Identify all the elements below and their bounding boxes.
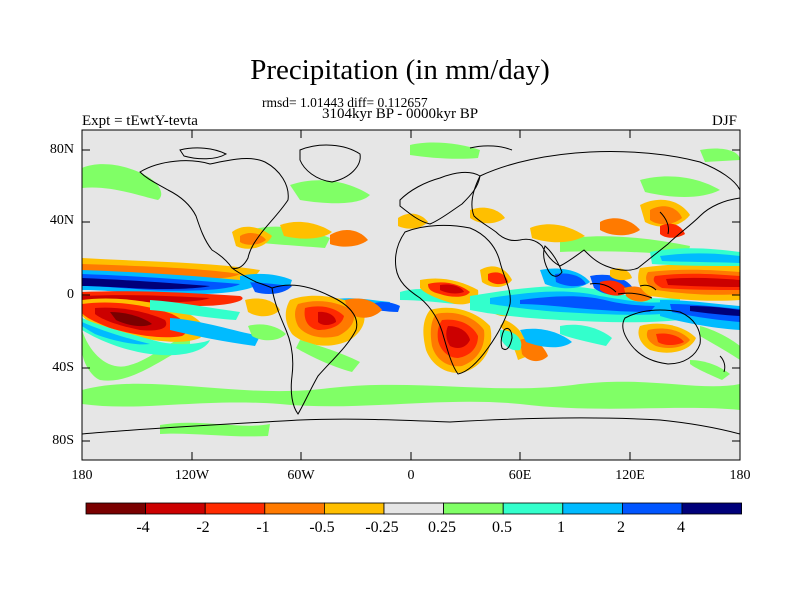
lon-tick: 120W <box>174 468 210 483</box>
colorbar-label: 0.5 <box>492 519 512 536</box>
colorbar-label: 1 <box>557 519 565 536</box>
colorbar-swatch <box>264 502 325 515</box>
colorbar-swatch <box>383 502 444 515</box>
colorbar-label: 0.25 <box>428 519 456 536</box>
lon-tick-marks <box>191 130 631 460</box>
lon-tick: 60W <box>287 468 315 483</box>
colorbar-label: -0.5 <box>309 519 335 536</box>
colorbar-label: -4 <box>136 519 150 536</box>
season-label: DJF <box>712 113 738 129</box>
lon-tick: 60E <box>508 468 532 483</box>
coastlines <box>82 144 740 435</box>
precip-anomaly-field <box>82 142 740 437</box>
stats-label: rmsd= 1.01443 diff= 0.112657 <box>262 95 428 110</box>
lon-tick: 0 <box>407 468 415 483</box>
lon-tick: 180 <box>729 468 751 483</box>
lat-tick-marks <box>82 149 740 442</box>
lat-tick: 40S <box>52 360 74 375</box>
period-label: 3104kyr BP - 0000kyr BP <box>322 106 479 122</box>
colorbar-label: 2 <box>617 519 625 536</box>
colorbar-swatch <box>443 502 504 515</box>
colorbar-swatch <box>323 502 385 515</box>
lat-tick: 40N <box>49 213 74 228</box>
lon-tick: 120E <box>615 468 645 483</box>
colorbar-label: 4 <box>677 519 685 536</box>
colorbar <box>85 502 742 515</box>
colorbar-swatch <box>681 502 742 515</box>
lon-tick: 180 <box>71 468 93 483</box>
colorbar-swatch <box>502 502 564 515</box>
colorbar-swatch <box>562 502 623 515</box>
lat-tick: 80N <box>49 142 74 157</box>
colorbar-label: -1 <box>256 519 270 536</box>
colorbar-label: -2 <box>196 519 210 536</box>
map-title: Precipitation (in mm/day) <box>250 54 550 86</box>
experiment-label: Expt = tEwtY-tevta <box>82 113 198 129</box>
colorbar-swatch <box>145 502 206 515</box>
colorbar-swatch <box>85 502 146 515</box>
lat-tick: 80S <box>52 433 74 448</box>
colorbar-label: -0.25 <box>365 519 399 536</box>
lat-tick: 0 <box>67 287 74 302</box>
colorbar-swatch <box>622 502 683 515</box>
colorbar-swatch <box>204 502 266 515</box>
